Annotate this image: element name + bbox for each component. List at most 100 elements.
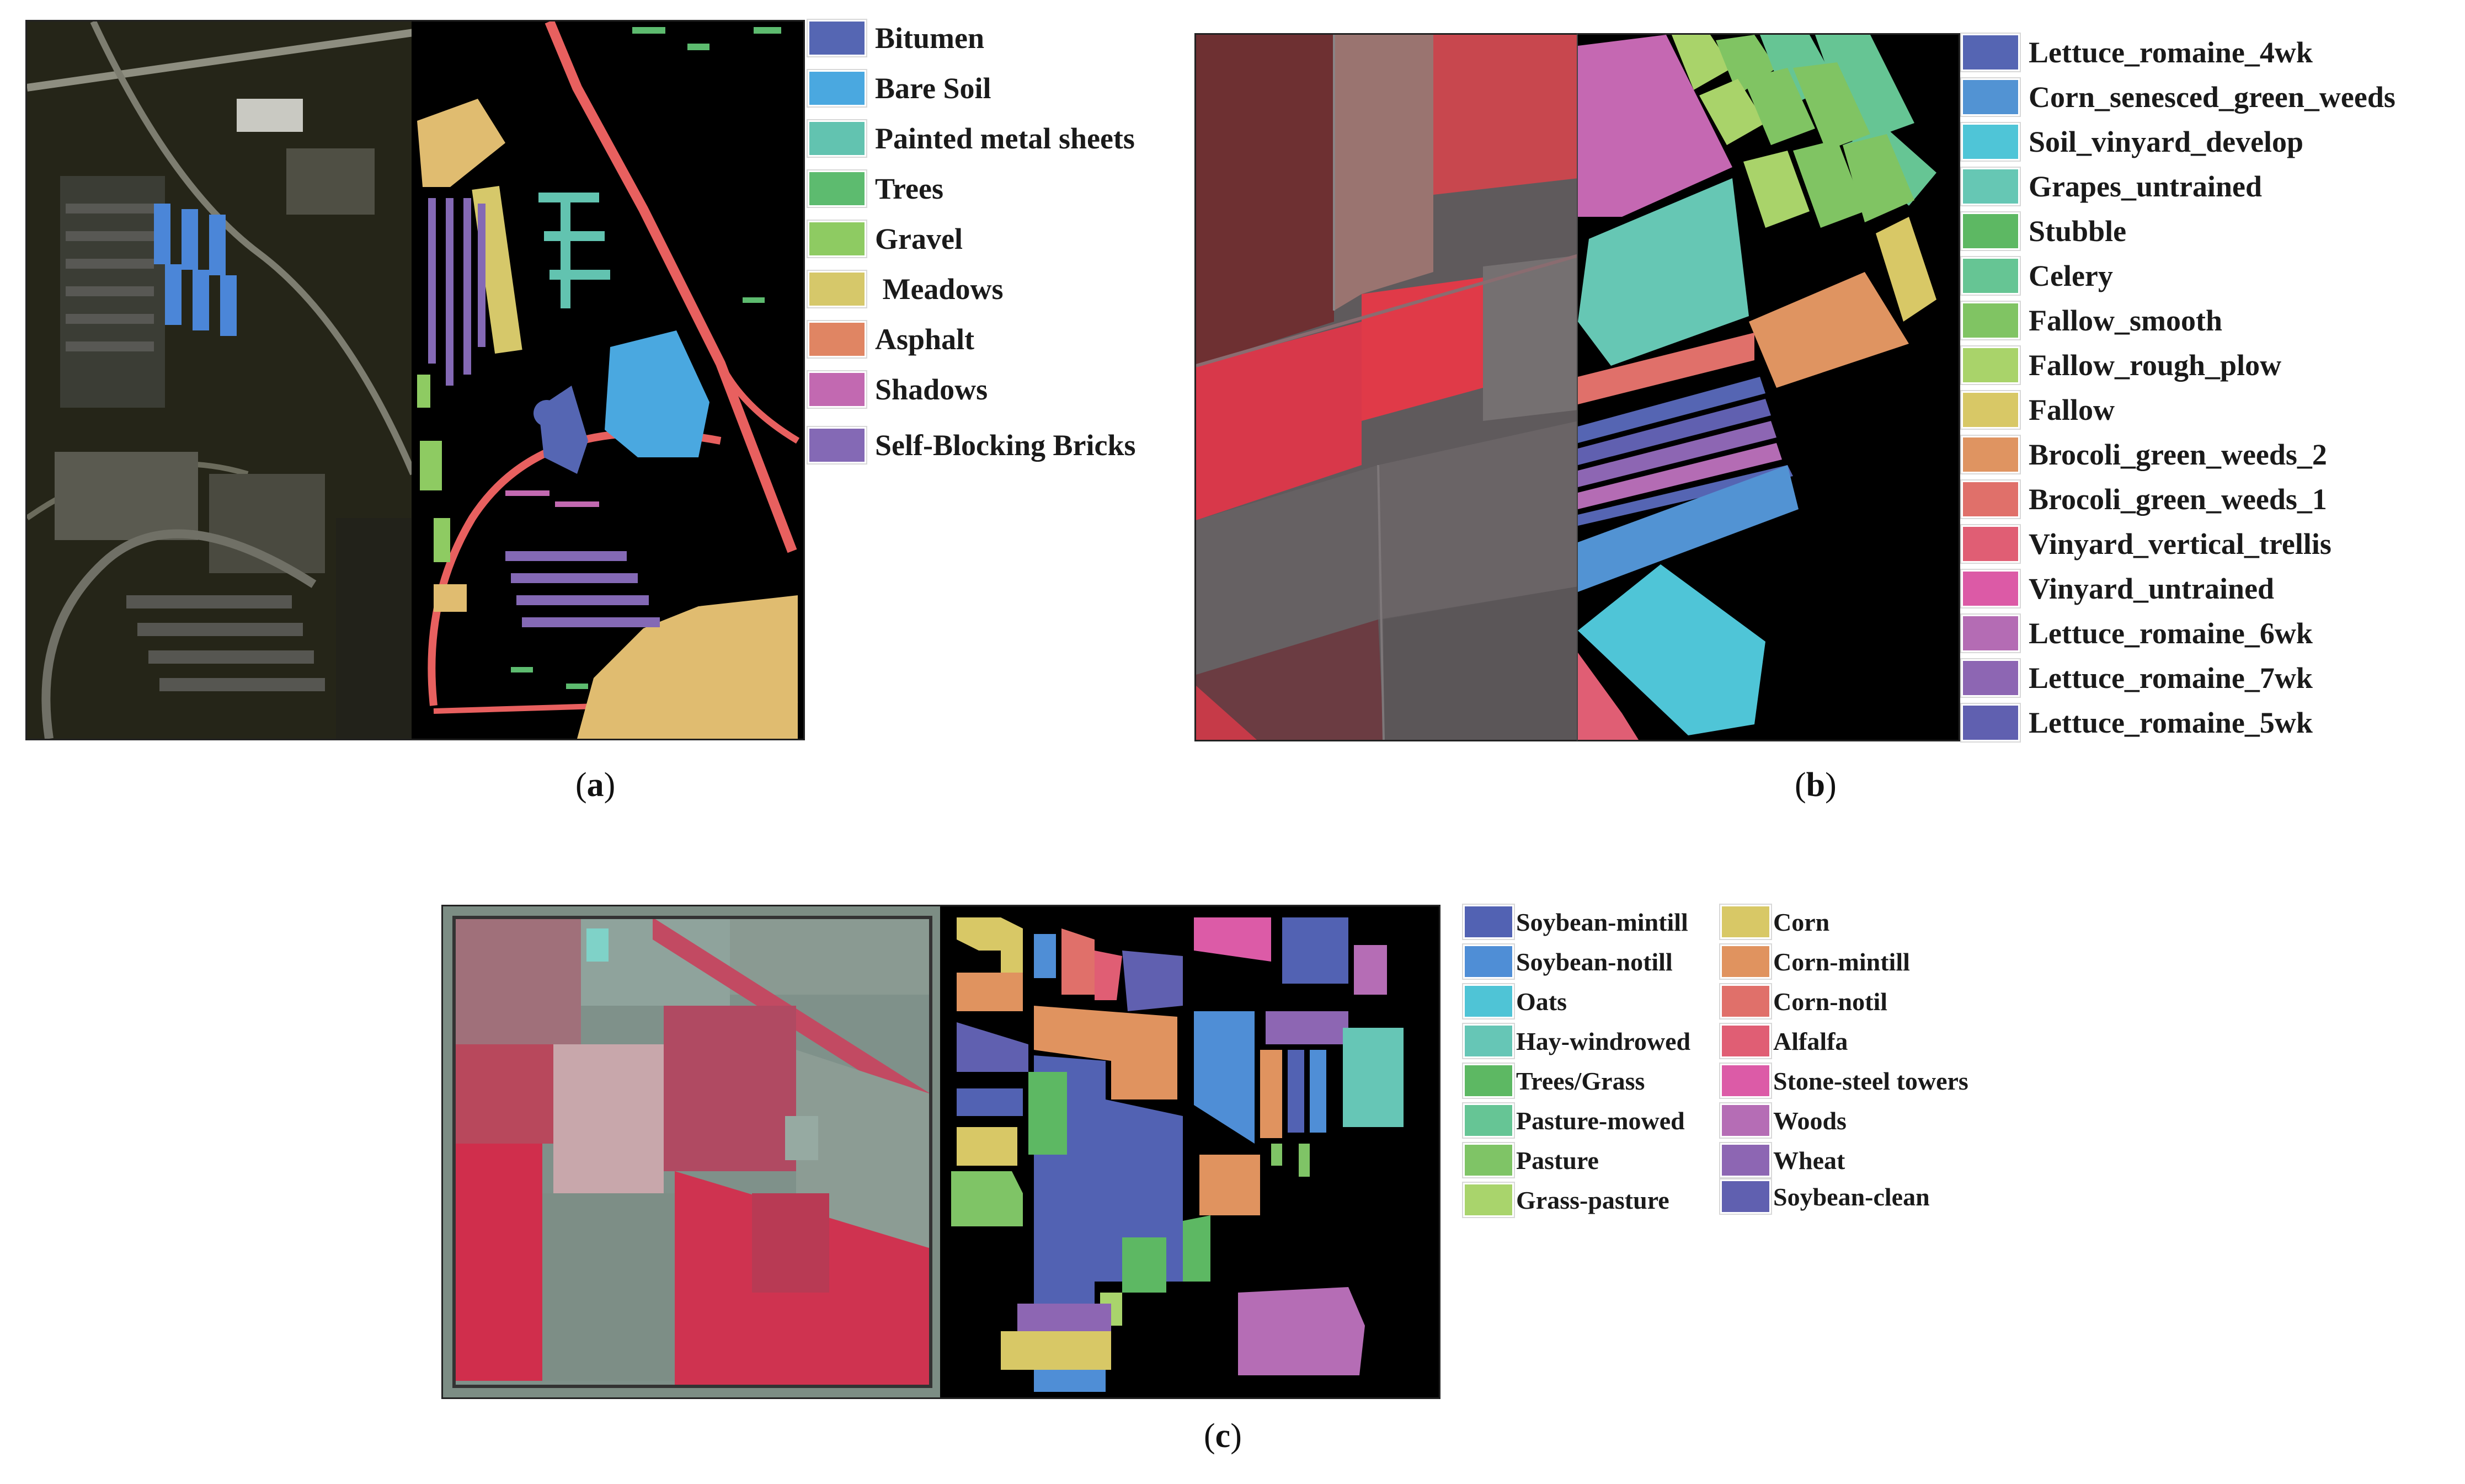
legend-label: Asphalt xyxy=(875,323,975,356)
legend-swatch-brocoli-green-weeds-2 xyxy=(1961,436,2020,473)
legend-item: Meadows xyxy=(808,270,1003,308)
legend-item: Soybean-notill xyxy=(1463,943,1673,980)
legend-swatch-trees xyxy=(808,170,866,207)
legend-swatch-vinyard-vertical-trellis xyxy=(1961,525,2020,563)
legend-item: Wheat xyxy=(1720,1142,1845,1178)
legend-label: Soybean-notill xyxy=(1516,947,1673,976)
legend-item: Soil_vinyard_develop xyxy=(1961,122,2303,161)
legend-label: Lettuce_romaine_7wk xyxy=(2029,661,2313,695)
legend-item: Lettuce_romaine_6wk xyxy=(1961,614,2313,653)
legend-item: Corn_senesced_green_weeds xyxy=(1961,78,2395,116)
legend-item: Woods xyxy=(1720,1102,1847,1139)
legend-item: Alfalfa xyxy=(1720,1023,1848,1059)
legend-item: Trees xyxy=(808,169,943,208)
legend-item: Lettuce_romaine_4wk xyxy=(1961,33,2313,72)
legend-item: Corn-mintill xyxy=(1720,943,1910,980)
legend-item: Fallow xyxy=(1961,391,2115,429)
legend-label: Fallow xyxy=(2029,393,2115,426)
legend-swatch-lettuce-romaine-6wk xyxy=(1961,615,2020,652)
legend-label: Shadows xyxy=(875,373,988,406)
legend-item: Stone-steel towers xyxy=(1720,1063,1968,1099)
caption-letter: b xyxy=(1806,766,1826,804)
legend-swatch-corn-senesced-green-weeds xyxy=(1961,78,2020,116)
legend-swatch-lettuce-romaine-7wk xyxy=(1961,659,2020,697)
caption-paren: ) xyxy=(1825,766,1837,804)
legend-item: Oats xyxy=(1463,983,1567,1019)
legend-label: Painted metal sheets xyxy=(875,122,1135,155)
legend-item: Brocoli_green_weeds_1 xyxy=(1961,480,2327,519)
legend-item: Corn xyxy=(1720,904,1829,940)
legend-label: Soybean-clean xyxy=(1773,1182,1930,1211)
legend-label: Corn-mintill xyxy=(1773,947,1910,976)
caption-paren: ) xyxy=(604,766,616,804)
legend-label: Self-Blocking Bricks xyxy=(875,429,1136,462)
legend-swatch-fallow-rough-plow xyxy=(1961,346,2020,384)
legend-item: Pasture xyxy=(1463,1142,1599,1178)
caption-paren: ) xyxy=(1230,1417,1242,1455)
legend-label: Hay-windrowed xyxy=(1516,1027,1691,1055)
panel-c-ground-truth-map xyxy=(940,905,1440,1399)
legend-swatch-soil-vinyard-develop xyxy=(1961,123,2020,161)
legend-label: Lettuce_romaine_5wk xyxy=(2029,706,2313,739)
legend-swatch-shadows xyxy=(808,371,866,408)
legend-label: Brocoli_green_weeds_1 xyxy=(2029,483,2327,516)
legend-swatch-self-blocking-bricks xyxy=(808,427,866,463)
legend-swatch-grapes-untrained xyxy=(1961,168,2020,205)
legend-label: Lettuce_romaine_6wk xyxy=(2029,617,2313,650)
legend-label: Alfalfa xyxy=(1773,1027,1848,1055)
legend-item: Pasture-mowed xyxy=(1463,1102,1685,1139)
legend-swatch-pasture-mowed xyxy=(1463,1103,1514,1138)
legend-item: Painted metal sheets xyxy=(808,119,1135,158)
legend-item: Fallow_rough_plow xyxy=(1961,346,2281,385)
legend-swatch-fallow-smooth xyxy=(1961,302,2020,339)
legend-item: Lettuce_romaine_7wk xyxy=(1961,659,2313,697)
legend-swatch-grass-pasture xyxy=(1463,1183,1514,1217)
legend-item: Bare Soil xyxy=(808,69,991,108)
legend-swatch-painted-metal-sheets xyxy=(808,120,866,157)
legend-label: Grass-pasture xyxy=(1516,1186,1669,1214)
panel-b-caption: (b) xyxy=(1795,766,1837,805)
legend-swatch-trees-grass xyxy=(1463,1064,1514,1098)
legend-item: Soybean-mintill xyxy=(1463,904,1688,940)
legend-label: Bitumen xyxy=(875,22,985,55)
legend-swatch-bitumen xyxy=(808,20,866,56)
legend-swatch-stubble xyxy=(1961,212,2020,250)
legend-item: Bitumen xyxy=(808,19,984,57)
legend-swatch-soybean-mintill xyxy=(1463,905,1514,939)
legend-label: Stone-steel towers xyxy=(1773,1066,1968,1095)
legend-swatch-fallow xyxy=(1961,391,2020,429)
panel-c-rgb-image xyxy=(441,905,943,1399)
legend-item: Asphalt xyxy=(808,320,974,359)
legend-label: Meadows xyxy=(875,273,1004,306)
legend-item: Grapes_untrained xyxy=(1961,167,2262,206)
legend-label: Oats xyxy=(1516,987,1567,1016)
legend-label: Stubble xyxy=(2029,215,2127,248)
legend-item: Self-Blocking Bricks xyxy=(808,426,1136,465)
caption-paren: ( xyxy=(1204,1417,1215,1455)
legend-swatch-soybean-clean xyxy=(1720,1179,1771,1214)
panel-b-rgb-image xyxy=(1194,33,1580,741)
legend-label: Soybean-mintill xyxy=(1516,908,1688,936)
legend-label: Soil_vinyard_develop xyxy=(2029,125,2304,158)
legend-swatch-woods xyxy=(1720,1103,1771,1138)
legend-label: Bare Soil xyxy=(875,72,991,105)
legend-swatch-alfalfa xyxy=(1720,1024,1771,1058)
panel-a-ground-truth-map xyxy=(412,20,805,740)
legend-swatch-brocoli-green-weeds-1 xyxy=(1961,481,2020,518)
panel-a-caption: (a) xyxy=(575,766,615,805)
legend-item: Shadows xyxy=(808,370,988,409)
caption-letter: c xyxy=(1215,1417,1231,1455)
legend-item: Vinyard_vertical_trellis xyxy=(1961,525,2331,563)
legend-item: Hay-windrowed xyxy=(1463,1023,1690,1059)
legend-label: Celery xyxy=(2029,259,2113,292)
legend-label: Vinyard_untrained xyxy=(2029,572,2275,605)
legend-swatch-asphalt xyxy=(808,321,866,357)
legend-label: Lettuce_romaine_4wk xyxy=(2029,36,2313,69)
legend-item: Grass-pasture xyxy=(1463,1182,1669,1218)
legend-item: Stubble xyxy=(1961,212,2126,250)
legend-swatch-corn-notil xyxy=(1720,984,1771,1018)
legend-swatch-gravel xyxy=(808,221,866,257)
legend-label: Trees xyxy=(875,172,943,205)
legend-label: Pasture xyxy=(1516,1146,1599,1175)
legend-label: Corn_senesced_green_weeds xyxy=(2029,81,2395,114)
